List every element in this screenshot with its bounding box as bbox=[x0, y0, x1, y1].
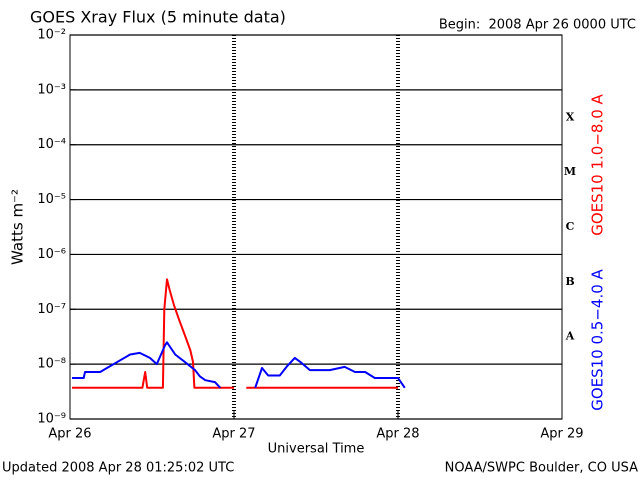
y-tick-label: 10⁻⁸ bbox=[37, 357, 66, 372]
y-tick-label: 10⁻⁹ bbox=[37, 412, 66, 427]
flare-class-label: B bbox=[565, 275, 574, 288]
x-tick-label: Apr 27 bbox=[212, 427, 255, 442]
y-tick-label: 10⁻² bbox=[37, 28, 66, 43]
x-tick-label: Apr 29 bbox=[540, 427, 583, 442]
x-tick-label: Apr 26 bbox=[48, 427, 91, 442]
series-line bbox=[72, 278, 398, 389]
y-tick-label: 10⁻⁴ bbox=[37, 137, 66, 152]
legend-label: GOES10 0.5−4.0 A bbox=[589, 268, 607, 410]
flare-class-label: A bbox=[565, 330, 575, 343]
chart-subtitle: Begin: 2008 Apr 26 0000 UTC bbox=[439, 18, 636, 33]
y-tick-label: 10⁻⁷ bbox=[37, 302, 66, 317]
y-tick-label: 10⁻⁵ bbox=[37, 192, 66, 207]
series-line bbox=[72, 341, 406, 389]
y-axis-label: Watts m⁻² bbox=[9, 189, 27, 265]
flare-class-label: X bbox=[566, 110, 575, 123]
chart-title: GOES Xray Flux (5 minute data) bbox=[30, 8, 286, 27]
x-tick-label: Apr 28 bbox=[376, 427, 419, 442]
legend-label: GOES10 1.0−8.0 A bbox=[589, 93, 607, 235]
footer-left: Updated 2008 Apr 28 01:25:02 UTC bbox=[2, 461, 234, 476]
y-tick-label: 10⁻³ bbox=[37, 82, 66, 97]
flare-class-label: M bbox=[564, 165, 576, 178]
x-axis-label: Universal Time bbox=[268, 442, 365, 457]
footer-right: NOAA/SWPC Boulder, CO USA bbox=[445, 461, 638, 476]
y-tick-label: 10⁻⁶ bbox=[37, 247, 66, 262]
flare-class-label: C bbox=[566, 220, 575, 233]
